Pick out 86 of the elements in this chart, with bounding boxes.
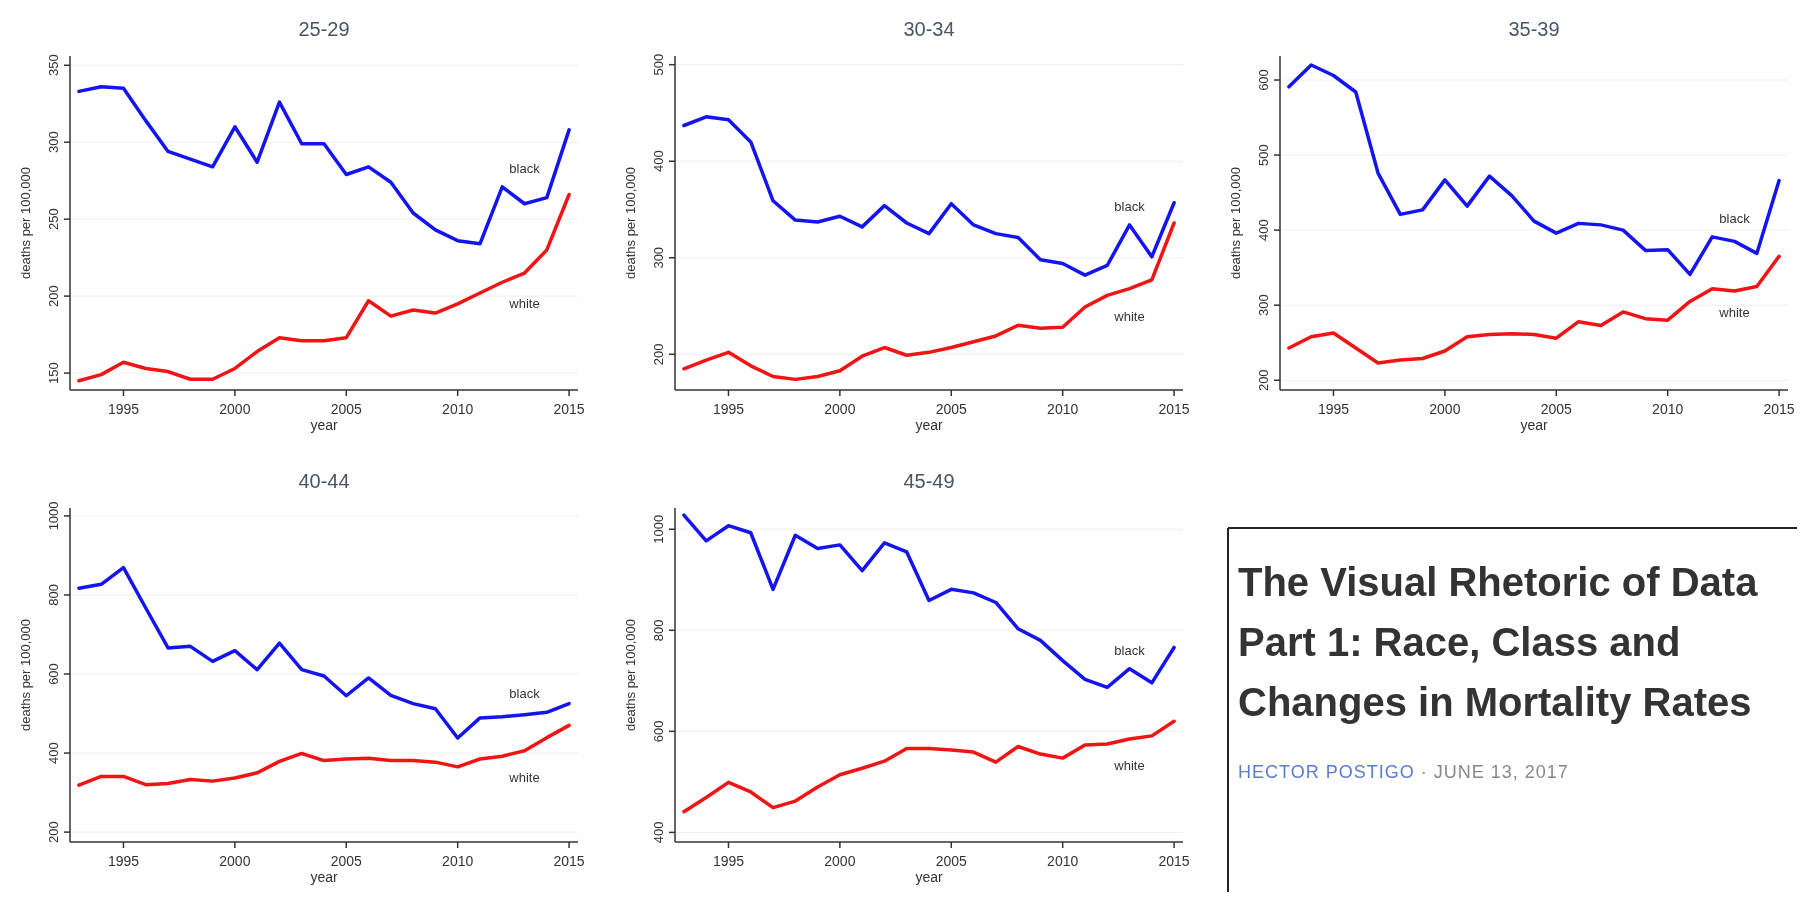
x-tick-label: 2000 — [824, 853, 856, 869]
line-series — [1287, 63, 1781, 277]
y-tick-label: 400 — [1256, 219, 1271, 241]
y-tick-label: 200 — [651, 343, 666, 366]
y-tick-label: 600 — [46, 663, 61, 685]
line-series — [682, 719, 1176, 814]
x-tick-label: 2010 — [1047, 401, 1079, 417]
text: · JUNE 13, 2017 — [1420, 762, 1569, 782]
x-tick-label: 2000 — [219, 401, 251, 417]
series-label: black — [1114, 642, 1146, 658]
line-series — [77, 565, 571, 740]
y-axis-title: deaths per 100,000 — [18, 618, 33, 732]
y-tick-label: 350 — [46, 54, 61, 77]
y-tick-label: 200 — [46, 821, 61, 843]
x-axis-title: year — [310, 869, 338, 885]
chart-title: 30-34 — [903, 18, 955, 40]
series-label: black — [509, 160, 541, 176]
series-label: white — [508, 296, 540, 312]
series-label: black — [1719, 210, 1751, 226]
y-axis-title: deaths per 100,000 — [623, 166, 638, 280]
x-tick-label: 1995 — [107, 401, 140, 417]
x-axis-title: year — [915, 417, 943, 433]
y-axis-title: deaths per 100,000 — [1228, 166, 1243, 280]
line-series — [77, 723, 571, 787]
y-axis-title: deaths per 100,000 — [18, 166, 33, 280]
line-series — [77, 85, 571, 246]
series-label: white — [1718, 304, 1750, 320]
y-tick-label: 250 — [46, 208, 61, 230]
y-tick-label: 600 — [1256, 69, 1271, 91]
y-tick-label: 200 — [1256, 369, 1271, 392]
chart-title: 35-39 — [1508, 18, 1560, 40]
text: HECTOR POSTIGO — [1238, 762, 1415, 782]
y-axis-title: deaths per 100,000 — [623, 618, 638, 732]
series-label: white — [1113, 309, 1145, 325]
y-tick-label: 200 — [46, 285, 61, 307]
y-tick-label: 600 — [651, 720, 666, 743]
x-tick-label: 2005 — [1540, 401, 1573, 417]
x-tick-label: 2010 — [442, 401, 474, 417]
line-series — [682, 221, 1176, 382]
x-tick-label: 2010 — [442, 853, 474, 869]
y-tick-label: 1000 — [46, 501, 61, 531]
x-tick-label: 2015 — [1158, 853, 1190, 869]
x-tick-label: 2010 — [1047, 853, 1079, 869]
line-series — [682, 513, 1176, 690]
chart-title: 25-29 — [298, 18, 350, 40]
x-tick-label: 2000 — [1429, 401, 1461, 417]
x-tick-label: 2005 — [330, 401, 363, 417]
x-tick-label: 2005 — [935, 853, 968, 869]
y-tick-label: 500 — [651, 53, 666, 76]
text: The Visual Rhetoric of Data Part 1: Race, Class and Changes in Mortality Rates — [1238, 559, 1759, 726]
chart-title: 45-49 — [903, 470, 955, 492]
x-tick-label: 2005 — [330, 853, 363, 869]
series-label: white — [1113, 757, 1145, 773]
y-tick-label: 300 — [46, 131, 61, 154]
y-tick-label: 400 — [651, 821, 666, 844]
chart-title: 40-44 — [298, 470, 350, 492]
line-series — [1287, 254, 1781, 365]
y-tick-label: 400 — [46, 742, 61, 764]
y-tick-label: 500 — [1256, 144, 1271, 166]
series-label: white — [508, 770, 540, 786]
y-tick-label: 800 — [46, 584, 61, 606]
x-tick-label: 1995 — [1317, 401, 1350, 417]
x-tick-label: 2015 — [553, 401, 585, 417]
series-label: black — [1114, 198, 1146, 214]
y-tick-label: 300 — [651, 246, 666, 269]
x-tick-label: 1995 — [712, 853, 745, 869]
x-tick-label: 2010 — [1652, 401, 1684, 417]
x-tick-label: 2015 — [553, 853, 585, 869]
x-axis-title: year — [915, 869, 943, 885]
x-axis-title: year — [1520, 417, 1548, 433]
y-tick-label: 400 — [651, 150, 666, 173]
series-label: black — [509, 686, 541, 702]
y-tick-label: 150 — [46, 362, 61, 384]
line-series — [682, 115, 1176, 277]
x-tick-label: 1995 — [107, 853, 140, 869]
y-tick-label: 300 — [1256, 294, 1271, 317]
x-tick-label: 2015 — [1763, 401, 1795, 417]
x-tick-label: 2000 — [824, 401, 856, 417]
x-tick-label: 2015 — [1158, 401, 1190, 417]
line-series — [77, 192, 571, 383]
x-axis-title: year — [310, 417, 338, 433]
y-tick-label: 1000 — [651, 514, 666, 544]
x-tick-label: 1995 — [712, 401, 745, 417]
x-tick-label: 2000 — [219, 853, 251, 869]
x-tick-label: 2005 — [935, 401, 968, 417]
y-tick-label: 800 — [651, 619, 666, 642]
